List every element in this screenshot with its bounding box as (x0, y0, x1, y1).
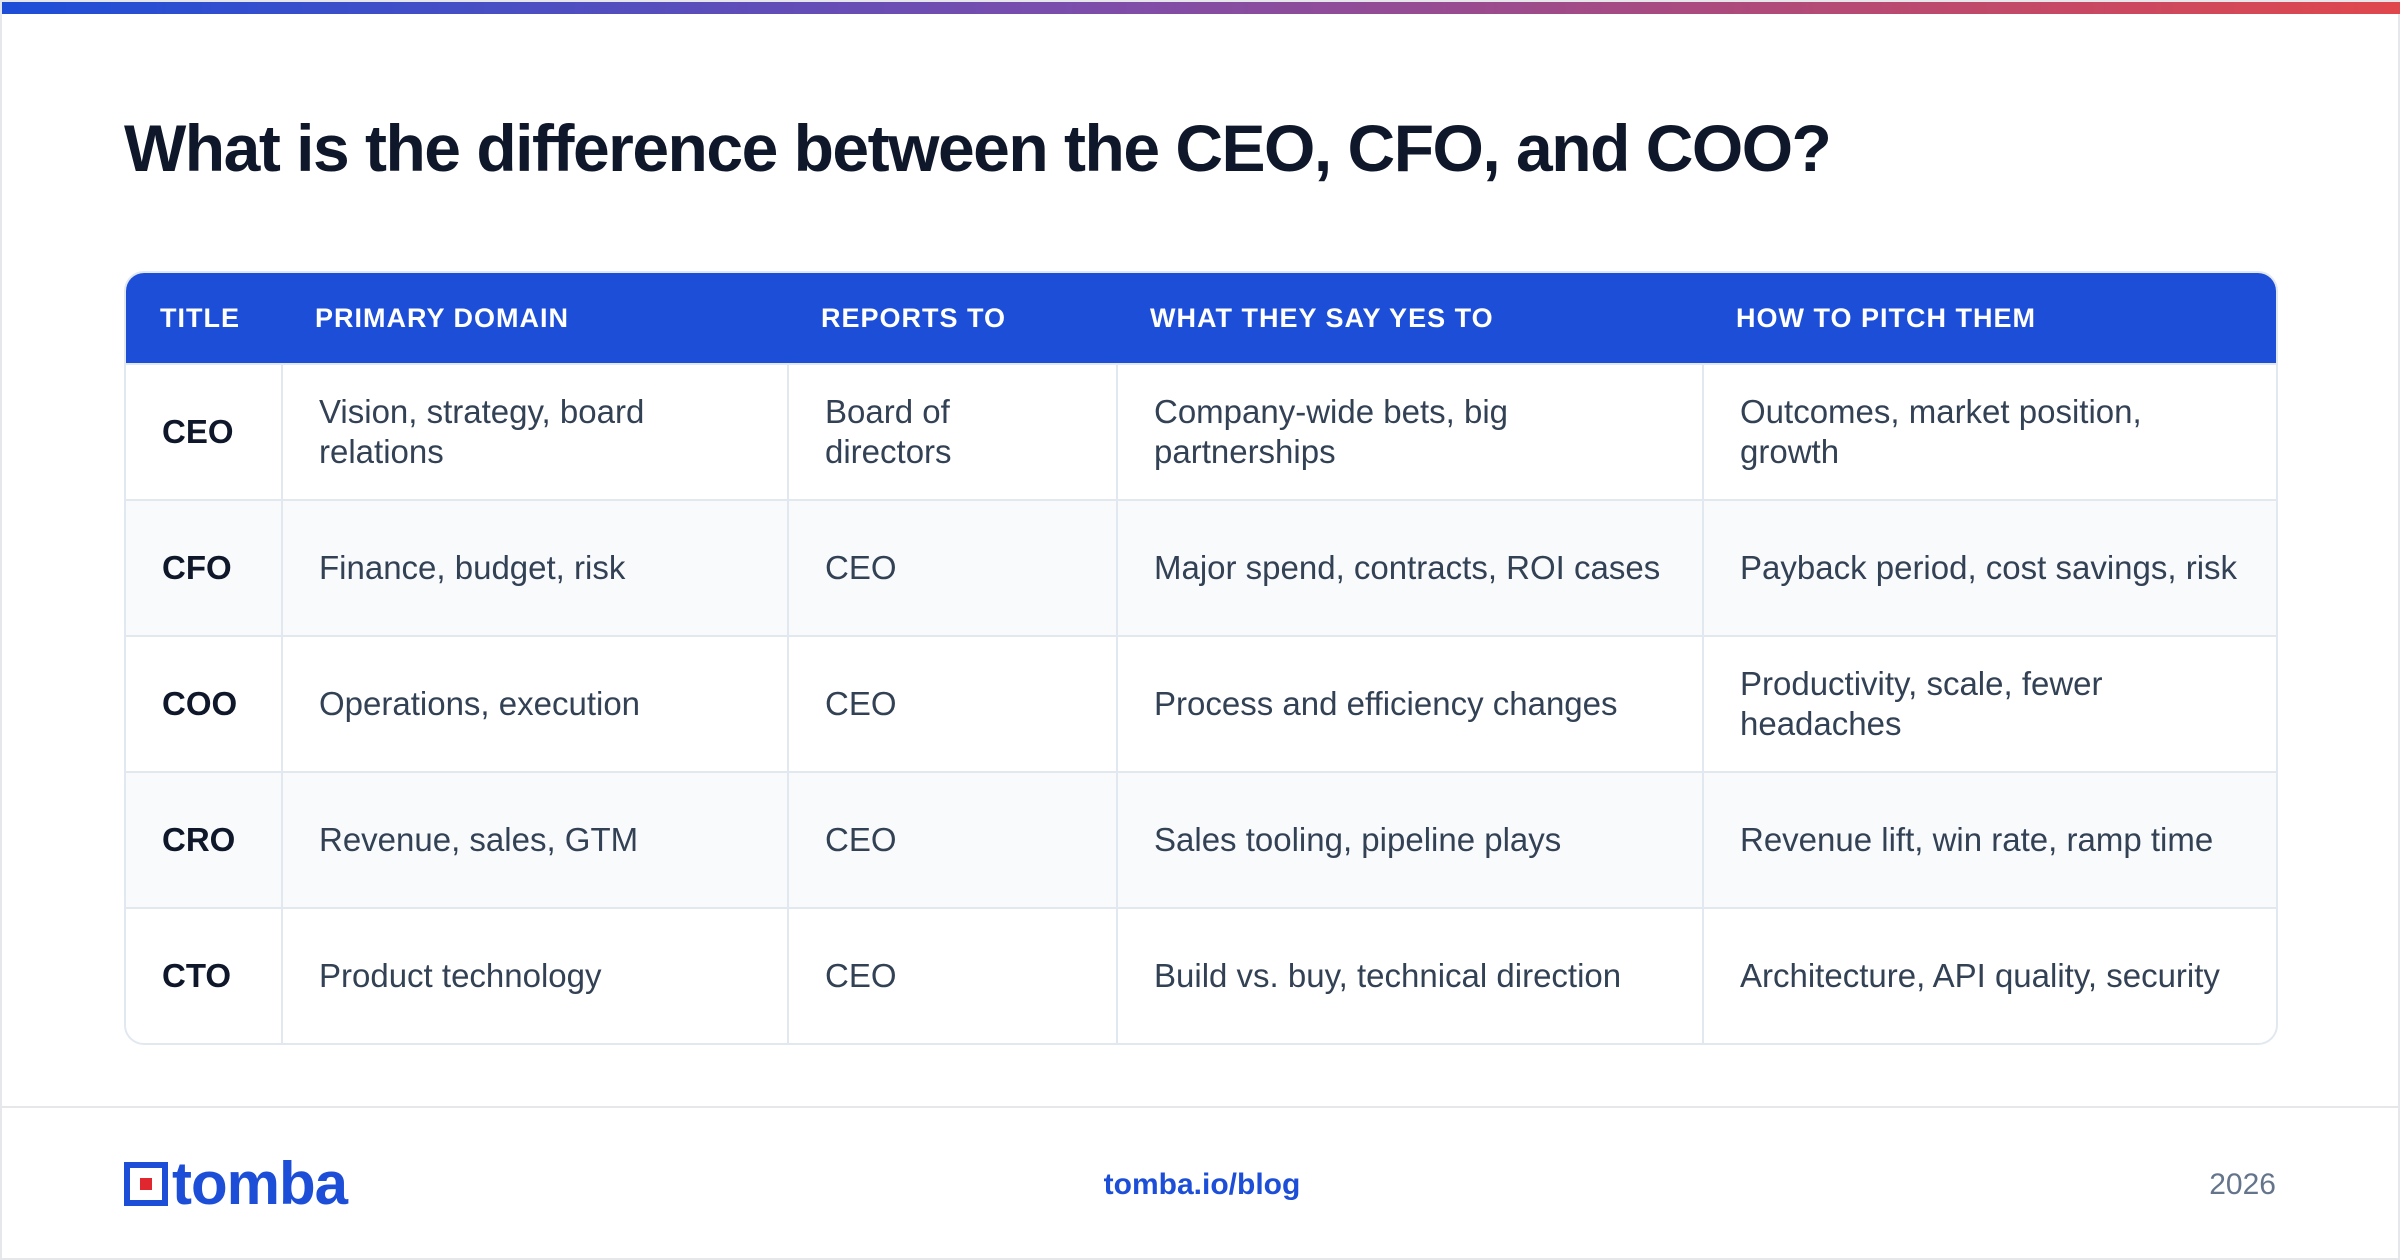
table-cell: Revenue, sales, GTM (281, 773, 787, 907)
table-cell: Operations, execution (281, 637, 787, 771)
table-cell: Sales tooling, pipeline plays (1116, 773, 1702, 907)
table-row: COO Operations, execution CEO Process and e… (126, 635, 2276, 771)
header-cell: REPORTS TO (821, 302, 1007, 333)
table-row: CFO Finance, budget, risk CEO Major spend, … (126, 499, 2276, 635)
table-cell: Company-wide bets, big partnerships (1116, 365, 1702, 499)
table-row: CRO Revenue, sales, GTM CEO Sales tooling, … (126, 771, 2276, 907)
table-cell: Product technology (281, 909, 787, 1043)
table-row: CTO Product technology CEO Build vs. buy, t… (126, 907, 2276, 1043)
page-title: What is the difference between the CEO, … (124, 111, 1832, 185)
table-cell: CEO (787, 501, 1116, 635)
header-cell: TITLE (160, 302, 240, 333)
footer-year: 2026 (2209, 1168, 2276, 1201)
footer-divider (2, 1106, 2400, 1108)
table-cell: Board of directors (787, 365, 1116, 499)
logo-icon (124, 1162, 168, 1206)
logo[interactable]: tomba (124, 1150, 348, 1217)
table-cell: Outcomes, market position, growth (1702, 365, 2276, 499)
role-cell: CEO (162, 413, 234, 450)
role-cell: CRO (162, 821, 236, 858)
header-cell: PRIMARY DOMAIN (315, 302, 570, 333)
role-cell: COO (162, 685, 238, 722)
table-cell: Revenue lift, win rate, ramp time (1702, 773, 2276, 907)
logo-text: tomba (172, 1150, 348, 1217)
table-row: CEO Vision, strategy, board relations Boar… (126, 363, 2276, 499)
header-cell: WHAT THEY SAY YES TO (1150, 302, 1494, 333)
table-cell: Productivity, scale, fewer headaches (1702, 637, 2276, 771)
header-cell: HOW TO PITCH THEM (1736, 302, 2036, 333)
footer-link-wrap: tomba.io/blog (2, 1168, 2400, 1202)
role-cell: CFO (162, 549, 232, 586)
table-cell: Process and efficiency changes (1116, 637, 1702, 771)
table-cell: CEO (787, 773, 1116, 907)
table-cell: Architecture, API quality, security (1702, 909, 2276, 1043)
accent-bar (2, 2, 2400, 14)
table-cell: Payback period, cost savings, risk (1702, 501, 2276, 635)
role-cell: CTO (162, 957, 232, 994)
table-cell: Major spend, contracts, ROI cases (1116, 501, 1702, 635)
table-header-row: TITLE PRIMARY DOMAIN REPORTS TO WHAT THEY S… (126, 273, 2276, 363)
table-cell: CEO (787, 637, 1116, 771)
table-cell: Vision, strategy, board relations (281, 365, 787, 499)
table-cell: CEO (787, 909, 1116, 1043)
table-cell: Finance, budget, risk (281, 501, 787, 635)
comparison-table: TITLE PRIMARY DOMAIN REPORTS TO WHAT THEY S… (124, 271, 2278, 1045)
table-cell: Build vs. buy, technical direction (1116, 909, 1702, 1043)
blog-link[interactable]: tomba.io/blog (1103, 1168, 1301, 1201)
